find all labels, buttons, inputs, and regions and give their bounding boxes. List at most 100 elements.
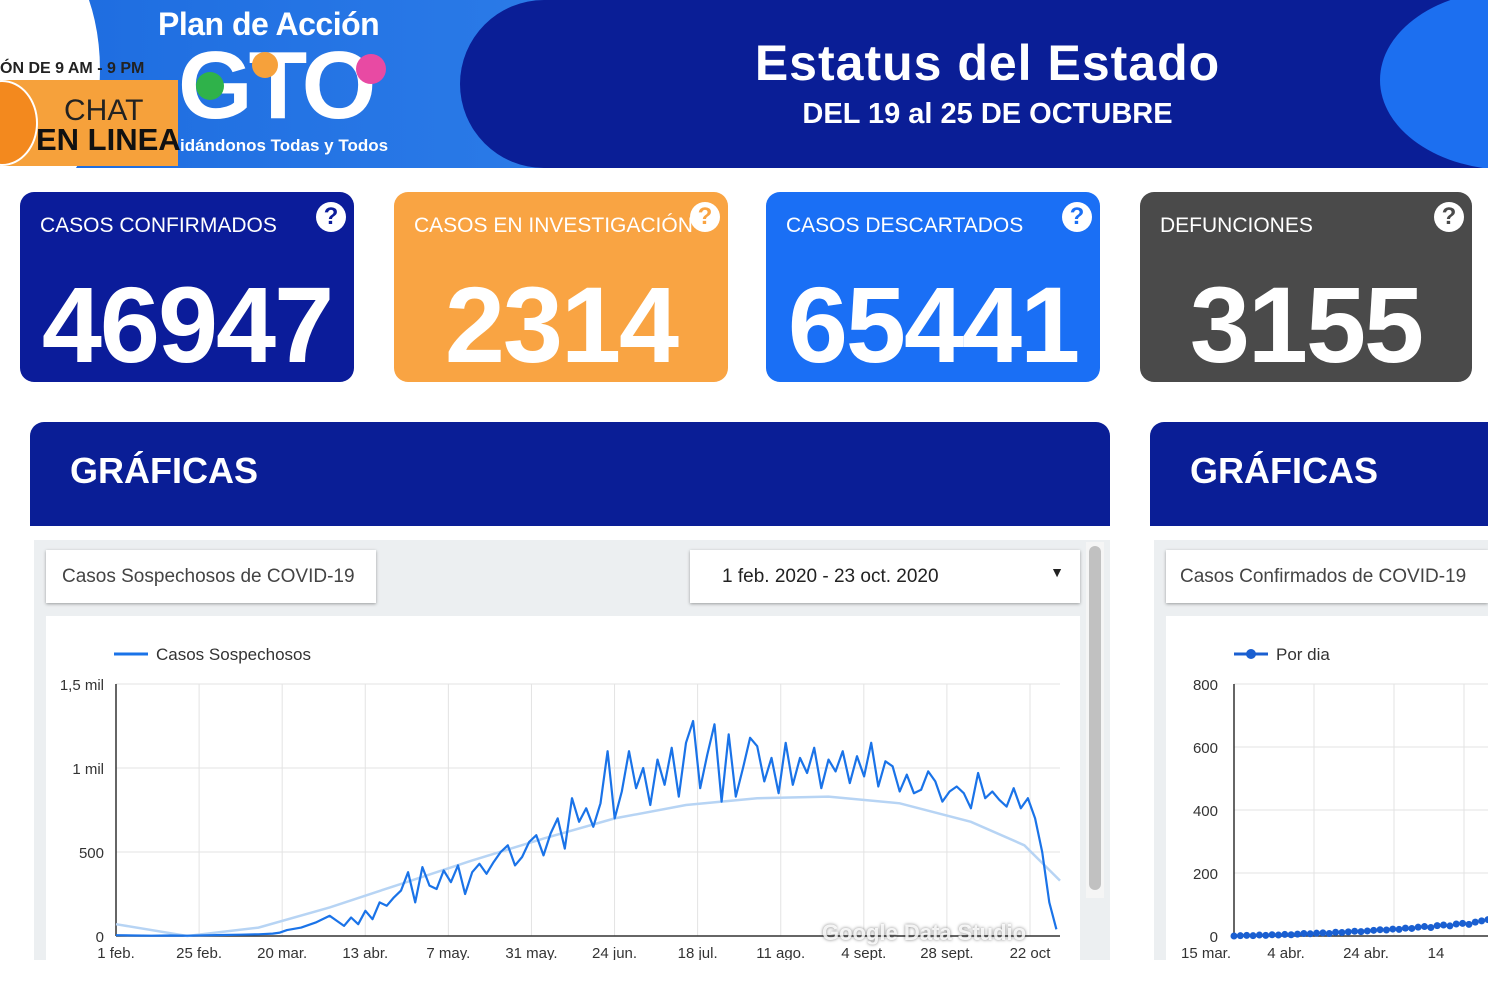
data-point <box>1395 925 1403 933</box>
x-tick-label: 13 abr. <box>342 945 388 960</box>
help-icon[interactable]: ? <box>690 202 720 232</box>
date-range-label: 1 feb. 2020 - 23 oct. 2020 <box>722 566 939 587</box>
data-point <box>1344 928 1352 936</box>
x-tick-label: 24 abr. <box>1343 945 1389 960</box>
logo-arrow-orange-icon <box>252 52 278 78</box>
date-range-picker[interactable]: 1 feb. 2020 - 23 oct. 2020 ▼ <box>690 550 1080 603</box>
data-point <box>1300 929 1308 937</box>
data-point <box>1414 923 1422 931</box>
x-tick-label: 7 may. <box>426 945 470 960</box>
card-label: CASOS DESCARTADOS <box>786 214 1024 237</box>
data-point <box>1459 919 1467 927</box>
data-point <box>1236 932 1244 940</box>
chart-selector[interactable]: Casos Confirmados de COVID-19 <box>1166 550 1488 603</box>
page-subtitle: DEL 19 al 25 DE OCTUBRE <box>802 98 1173 130</box>
line-chart-confirmed: Por dia 0 200 400 600 800 15 mar. 4 abr. 24 abr.… <box>1181 645 1488 962</box>
data-point <box>1440 921 1448 929</box>
x-tick-label: 1 feb. <box>97 945 135 960</box>
logo-tagline: idándonos Todas y Todos <box>180 136 389 155</box>
card-value: 2314 <box>444 264 679 382</box>
y-tick-label: 600 <box>1193 740 1218 757</box>
logo-arrow-pink-icon <box>356 54 386 84</box>
x-tick-label: 25 feb. <box>176 945 222 960</box>
data-point <box>1351 927 1359 935</box>
data-point <box>1313 929 1321 937</box>
y-tick-label: 0 <box>1210 929 1218 946</box>
section-title: GRÁFICAS <box>70 450 258 491</box>
card-label: DEFUNCIONES <box>1160 214 1313 237</box>
data-point <box>1484 916 1488 924</box>
x-tick-label: 20 mar. <box>257 945 307 960</box>
y-tick-label: 400 <box>1193 803 1218 820</box>
card-value: 65441 <box>787 264 1080 382</box>
series-line-casos-sospechosos <box>115 719 1058 937</box>
x-tick-label: 22 oct <box>1010 945 1052 960</box>
chart-area-right: Por dia 0 200 400 600 800 15 mar. 4 abr. 24 abr.… <box>1166 616 1488 962</box>
logo-arrow-green-icon <box>196 72 224 100</box>
data-point <box>1262 931 1270 939</box>
help-icon[interactable]: ? <box>1434 202 1464 232</box>
data-point <box>1471 918 1479 926</box>
data-point <box>1274 931 1282 939</box>
section-title: GRÁFICAS <box>1190 450 1378 491</box>
legend-label: Casos Sospechosos <box>156 645 311 664</box>
data-point <box>1255 931 1263 939</box>
line-chart-suspected: Casos Sospechosos 0 500 1 mil 1,5 mil 1 feb. 2… <box>60 645 1061 962</box>
x-tick-label: 18 jul. <box>678 945 718 960</box>
data-point <box>1370 926 1378 934</box>
page-title: Estatus del Estado <box>754 35 1221 91</box>
chat-label-line2[interactable]: EN LINEA <box>36 122 181 157</box>
y-tick-label: 200 <box>1193 866 1218 883</box>
data-point <box>1243 931 1251 939</box>
data-studio-watermark: Google Data Studio <box>822 920 1027 945</box>
data-point <box>1478 917 1486 925</box>
data-point <box>1319 929 1327 937</box>
data-point <box>1389 925 1397 933</box>
x-tick-label: 15 mar. <box>1181 945 1231 960</box>
card-deaths: DEFUNCIONES ? 3155 <box>1140 192 1472 382</box>
card-label: CASOS EN INVESTIGACIÓN <box>414 214 693 237</box>
legend-marker <box>1246 649 1256 659</box>
data-point <box>1452 920 1460 928</box>
data-point <box>1376 926 1384 934</box>
data-point <box>1465 920 1473 928</box>
card-value: 3155 <box>1189 264 1424 382</box>
data-point <box>1281 930 1289 938</box>
header-title-band <box>460 0 1488 168</box>
data-point <box>1306 930 1314 938</box>
data-point <box>1427 923 1435 931</box>
logo-title: Plan de Acción <box>158 6 380 42</box>
data-point <box>1332 928 1340 936</box>
x-tick-label: 28 sept. <box>920 945 973 960</box>
data-point <box>1357 928 1365 936</box>
chat-label-line1[interactable]: CHAT <box>64 94 144 127</box>
scrollbar-track[interactable] <box>1086 542 1104 898</box>
help-icon[interactable]: ? <box>1062 202 1092 232</box>
card-value: 46947 <box>41 264 334 382</box>
section-header-right: GRÁFICAS <box>1150 422 1488 526</box>
y-tick-label: 1 mil <box>72 761 104 778</box>
data-point <box>1363 927 1371 935</box>
chart-selector[interactable]: Casos Sospechosos de COVID-19 <box>46 550 376 603</box>
y-tick-label: 0 <box>96 929 104 946</box>
y-tick-label: 1,5 mil <box>60 677 104 694</box>
x-tick-label: 4 abr. <box>1267 945 1305 960</box>
chart-selector-label: Casos Sospechosos de COVID-19 <box>62 566 355 587</box>
chart-area-left: Casos Sospechosos 0 500 1 mil 1,5 mil 1 feb. 2… <box>46 616 1080 962</box>
section-header-left: GRÁFICAS <box>30 422 1110 526</box>
x-tick-label: 24 jun. <box>592 945 637 960</box>
help-icon[interactable]: ? <box>316 202 346 232</box>
scrollbar-thumb[interactable] <box>1089 546 1101 890</box>
x-tick-label: 4 sept. <box>841 945 886 960</box>
data-point <box>1401 924 1409 932</box>
y-tick-label: 800 <box>1193 677 1218 694</box>
data-point <box>1433 922 1441 930</box>
data-point <box>1382 926 1390 934</box>
card-discarded: CASOS DESCARTADOS ? 65441 <box>766 192 1100 382</box>
chat-hours: ÓN DE 9 AM - 9 PM <box>0 60 145 77</box>
card-investigation: CASOS EN INVESTIGACIÓN ? 2314 <box>394 192 728 382</box>
trend-line <box>115 795 1061 938</box>
data-point <box>1421 923 1428 931</box>
card-label: CASOS CONFIRMADOS <box>40 214 277 237</box>
x-tick-label: 14 <box>1428 945 1445 960</box>
